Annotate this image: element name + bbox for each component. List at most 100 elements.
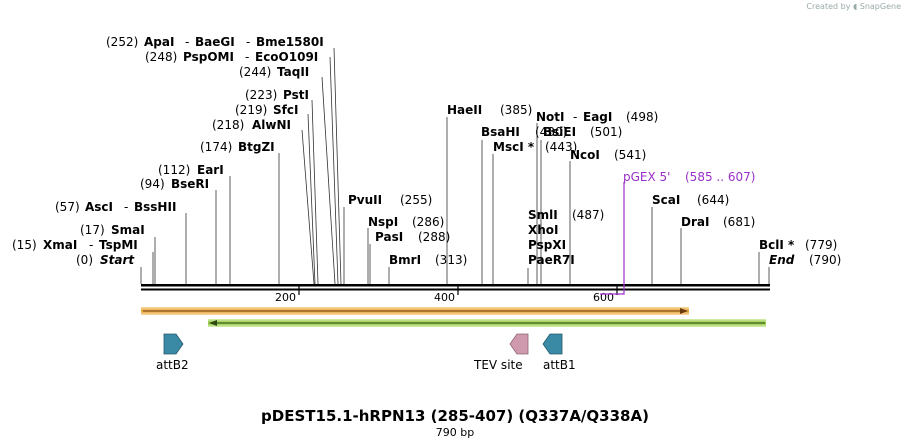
site-smai[interactable]: (17) SmaI	[80, 223, 145, 237]
site-name: EarI	[197, 163, 224, 177]
site-name: BsiEI	[543, 125, 576, 139]
sequence-length: 790 bp	[436, 426, 474, 439]
site-name-extra: EagI	[583, 110, 612, 124]
site-sfci[interactable]: (219) SfcI	[235, 103, 298, 117]
site-position: (219)	[235, 103, 267, 117]
site-name: HaeII	[447, 103, 482, 117]
orf-reverse[interactable]	[208, 319, 766, 327]
orf-forward[interactable]	[141, 307, 689, 315]
site-ncoi[interactable]: NcoI (541)	[570, 148, 646, 162]
site-position: (779)	[805, 238, 837, 252]
site-name: BseRI	[171, 177, 209, 191]
site-name: DraI	[681, 215, 709, 229]
site-nspi[interactable]: NspI (286)	[368, 215, 444, 229]
site-position: (790)	[809, 253, 841, 267]
site-start[interactable]: (0) Start	[76, 253, 135, 267]
site-bseri[interactable]: (94) BseRI	[140, 177, 209, 191]
site-name: SmlI	[528, 208, 558, 222]
site-position: (255)	[400, 193, 432, 207]
site-separator: -	[124, 200, 128, 214]
site-msci[interactable]: MscI * (443)	[493, 140, 577, 154]
site-position: (17)	[80, 223, 105, 237]
site-position: (286)	[412, 215, 444, 229]
site-position: (288)	[418, 230, 450, 244]
site-name: XmaI	[43, 238, 77, 252]
site-xmai[interactable]: (15) XmaI - TspMI	[12, 238, 138, 252]
site-bsiei[interactable]: BsiEI (501)	[543, 125, 622, 139]
site-pspomi[interactable]: (248) PspOMI - EcoO109I	[145, 50, 318, 64]
site-position: (501)	[590, 125, 622, 139]
site-position: (15)	[12, 238, 37, 252]
feature-attb2[interactable]: attB2	[156, 333, 189, 372]
site-position: (223)	[245, 88, 277, 102]
site-pasi[interactable]: PasI (288)	[375, 230, 450, 244]
site-position: (0)	[76, 253, 93, 267]
tick-label: 400	[434, 291, 455, 304]
site-position: (313)	[435, 253, 467, 267]
site-taqii[interactable]: (244) TaqII	[239, 65, 309, 79]
site-position: (112)	[158, 163, 190, 177]
site-name-extra: Bme1580I	[256, 35, 324, 49]
site-separator: -	[185, 35, 189, 49]
forward-arrow-icon	[163, 333, 184, 355]
site-position: (94)	[140, 177, 165, 191]
site-separator: -	[246, 35, 250, 49]
site-apai[interactable]: (252) ApaI - BaeGI - Bme1580I	[106, 35, 324, 49]
site-position: (218)	[212, 118, 244, 132]
site-name: AscI	[85, 200, 113, 214]
site-name-extra: BaeGI	[195, 35, 235, 49]
site-position: (541)	[614, 148, 646, 162]
site-name: NcoI	[570, 148, 600, 162]
feature-tev-site[interactable]: TEV site	[473, 333, 529, 372]
site-name: PspOMI	[183, 50, 234, 64]
site-position: (498)	[626, 110, 658, 124]
branding: Created by ◖ SnapGene	[806, 2, 901, 11]
site-position: (248)	[145, 50, 177, 64]
ruler-ticks: 200 400 600	[275, 286, 618, 304]
feature-attb1[interactable]: attB1	[542, 333, 576, 372]
site-position: (644)	[697, 193, 729, 207]
reverse-arrow-icon	[509, 333, 529, 355]
site-position: (57)	[55, 200, 80, 214]
site-noti[interactable]: NotI - EagI (498)	[536, 110, 658, 124]
dna-backbone	[141, 284, 770, 291]
site-name-stacked: PaeR7I	[528, 253, 575, 267]
site-name: End	[769, 253, 795, 267]
site-name: PasI	[375, 230, 403, 244]
site-haeii[interactable]: HaeII (385)	[447, 103, 532, 117]
site-position: (385)	[500, 103, 532, 117]
primer-range: (585 .. 607)	[685, 170, 755, 184]
site-leader-lines	[140, 47, 770, 285]
site-name-extra: EcoO109I	[255, 50, 318, 64]
site-drai[interactable]: DraI (681)	[681, 215, 755, 229]
site-psti[interactable]: (223) PstI	[245, 88, 309, 102]
site-smli[interactable]: SmlI (487) XhoI PspXI PaeR7I	[528, 208, 604, 267]
site-scai[interactable]: ScaI (644)	[652, 193, 729, 207]
site-position: (430)	[535, 125, 567, 139]
site-asci[interactable]: (57) AscI - BssHII	[55, 200, 176, 214]
site-position: (244)	[239, 65, 271, 79]
reverse-arrow-icon	[542, 333, 563, 355]
site-eari[interactable]: (112) EarI	[158, 163, 224, 177]
site-position: (174)	[200, 140, 232, 154]
site-alwni[interactable]: (218) AlwNI	[212, 118, 291, 132]
site-bcli[interactable]: BclI * (779)	[759, 238, 837, 252]
site-name: TaqII	[277, 65, 309, 79]
site-btgzi[interactable]: (174) BtgZI	[200, 140, 275, 154]
site-name: BsaHI	[481, 125, 520, 139]
primer-name: pGEX 5'	[623, 170, 670, 184]
created-by-text: Created by	[806, 2, 851, 11]
site-end[interactable]: End (790)	[769, 253, 841, 267]
site-name: NspI	[368, 215, 398, 229]
site-position: (252)	[106, 35, 138, 49]
primer-pgex5[interactable]: pGEX 5' (585 .. 607)	[600, 170, 755, 295]
site-bsahi[interactable]: BsaHI (430)	[481, 125, 567, 139]
site-bmri[interactable]: BmrI (313)	[389, 253, 467, 267]
site-pvuii[interactable]: PvuII (255)	[348, 193, 432, 207]
site-name: BmrI	[389, 253, 421, 267]
site-name: NotI	[536, 110, 565, 124]
tick-label: 200	[275, 291, 296, 304]
site-name: SmaI	[111, 223, 145, 237]
feature-label: attB1	[543, 358, 576, 372]
